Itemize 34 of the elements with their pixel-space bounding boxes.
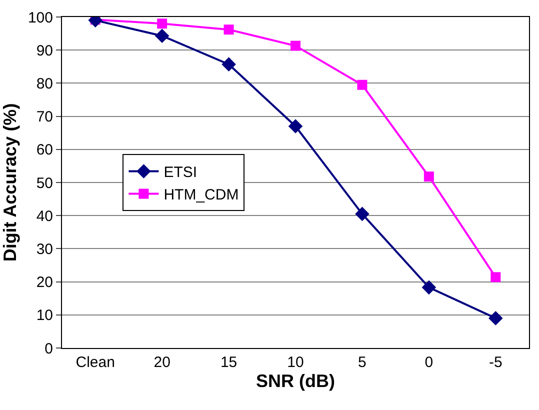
x-tick-label: 0 bbox=[424, 354, 434, 371]
x-tick-label: 5 bbox=[358, 354, 366, 371]
y-tick-label: 80 bbox=[36, 75, 53, 92]
point bbox=[288, 119, 303, 134]
x-tick-label: -5 bbox=[488, 354, 502, 371]
x-tick-label: Clean bbox=[76, 354, 115, 371]
legend-label: ETSI bbox=[164, 164, 198, 182]
y-tick-label: 10 bbox=[36, 307, 53, 324]
point bbox=[355, 206, 370, 222]
point bbox=[422, 280, 436, 295]
y-tick-label: 100 bbox=[28, 9, 53, 26]
y-tick-label: 30 bbox=[36, 240, 53, 258]
y-tick-label: 0 bbox=[44, 340, 53, 358]
y-tick-label: 90 bbox=[36, 42, 53, 60]
y-tick-label: 70 bbox=[36, 108, 53, 126]
y-tick-label: 20 bbox=[36, 274, 53, 292]
y-tick-label: 60 bbox=[36, 142, 53, 159]
point bbox=[357, 80, 368, 90]
point bbox=[290, 40, 300, 51]
x-tick-label: 10 bbox=[287, 354, 304, 371]
point bbox=[157, 18, 168, 29]
point bbox=[224, 24, 234, 35]
x-tick-label: 15 bbox=[220, 354, 238, 371]
x-tick-label: 20 bbox=[154, 354, 170, 371]
legend-label: HTM_CDM bbox=[164, 186, 239, 204]
point bbox=[154, 28, 170, 44]
point bbox=[490, 272, 501, 282]
y-tick-label: 50 bbox=[36, 174, 53, 192]
y-axis-title: Digit Accuracy (%) bbox=[0, 103, 20, 262]
x-axis-title: SNR (dB) bbox=[256, 371, 335, 392]
point bbox=[424, 172, 434, 182]
point bbox=[222, 57, 236, 72]
point bbox=[488, 311, 503, 326]
y-tick-label: 40 bbox=[36, 208, 53, 225]
